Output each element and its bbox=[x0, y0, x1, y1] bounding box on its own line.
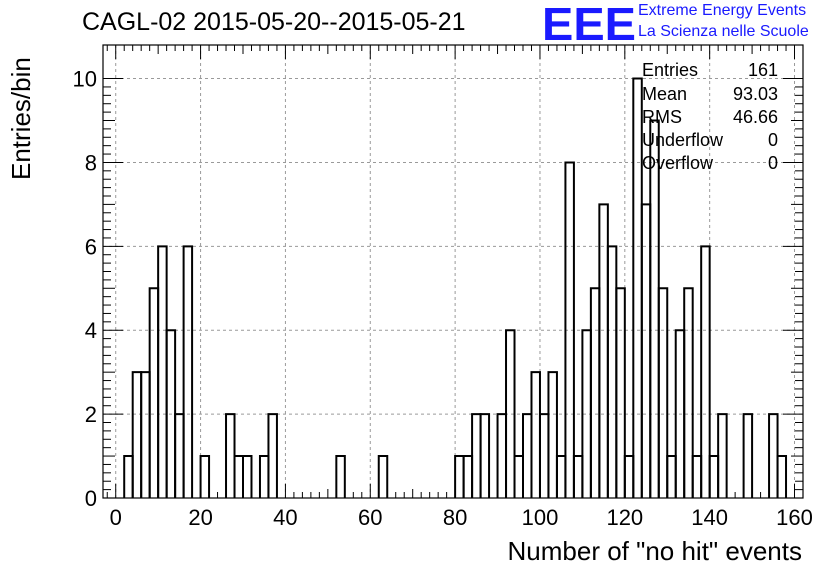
x-axis-label: Number of "no hit" events bbox=[507, 536, 803, 566]
y-tick-label: 10 bbox=[73, 67, 97, 92]
x-tick-label: 80 bbox=[443, 505, 467, 530]
y-tick-label: 8 bbox=[85, 150, 97, 175]
x-tick-label: 60 bbox=[358, 505, 382, 530]
stat-label-overflow: Overflow bbox=[642, 153, 714, 173]
x-tick-label: 120 bbox=[606, 505, 643, 530]
histogram-bin bbox=[589, 287, 601, 498]
stat-label-mean: Mean bbox=[642, 84, 688, 104]
y-tick-label: 0 bbox=[85, 486, 97, 511]
plot-frame bbox=[102, 44, 804, 499]
x-tick-label: 20 bbox=[188, 505, 212, 530]
histogram-bin bbox=[123, 455, 134, 498]
stat-value-mean: 93.03 bbox=[732, 84, 778, 104]
stat-value-underflow: 0 bbox=[767, 130, 778, 150]
histogram-bin bbox=[555, 455, 567, 498]
eee-logo: EEE bbox=[542, 2, 636, 44]
histogram-bin bbox=[530, 371, 541, 498]
histogram-bin bbox=[225, 413, 236, 498]
histogram-bin bbox=[199, 455, 211, 498]
histogram-bin bbox=[242, 455, 253, 498]
x-tick-label: 40 bbox=[273, 505, 297, 530]
logo-line-2: La Scienza nelle Scuole bbox=[638, 23, 809, 40]
histogram-bin bbox=[666, 455, 677, 498]
y-tick-label: 4 bbox=[85, 318, 97, 343]
histogram-bin bbox=[174, 413, 185, 498]
histogram-bin bbox=[776, 455, 788, 498]
histogram-bin bbox=[547, 371, 558, 498]
histogram-bin bbox=[615, 287, 626, 498]
stat-value-rms: 46.66 bbox=[732, 107, 778, 127]
histogram-bin bbox=[742, 413, 754, 498]
histogram-bin bbox=[377, 455, 389, 498]
stat-label-underflow: Underflow bbox=[642, 130, 724, 150]
histogram-bin bbox=[496, 413, 508, 498]
stat-label-entries: Entries bbox=[642, 60, 699, 80]
y-axis-label: Entries/bin bbox=[6, 57, 36, 180]
x-tick-label: 140 bbox=[691, 505, 728, 530]
histogram-bin bbox=[157, 245, 168, 498]
histogram-bin bbox=[454, 455, 465, 498]
histogram-bin bbox=[258, 455, 270, 498]
histogram-bin bbox=[691, 455, 703, 498]
x-tick-label: 0 bbox=[110, 505, 122, 530]
histogram-bin bbox=[606, 245, 618, 498]
histogram-bin bbox=[768, 413, 779, 498]
histogram-bin bbox=[233, 455, 244, 498]
histogram-bin bbox=[267, 413, 278, 498]
histogram-bin bbox=[623, 455, 635, 498]
histogram-bin bbox=[148, 287, 160, 498]
stat-value-entries: 161 bbox=[747, 60, 778, 80]
histogram-bin bbox=[564, 161, 575, 498]
histogram-bin bbox=[700, 245, 711, 498]
y-tick-label: 2 bbox=[85, 402, 97, 427]
histogram-bin bbox=[538, 413, 550, 498]
histogram-bin bbox=[632, 77, 643, 498]
histogram-bin bbox=[471, 413, 482, 498]
histogram-bin bbox=[640, 203, 652, 498]
histogram-bin bbox=[505, 329, 516, 498]
histogram-bin bbox=[479, 413, 491, 498]
histogram-bin bbox=[522, 413, 533, 498]
x-tick-label: 100 bbox=[522, 505, 559, 530]
stat-value-overflow: 0 bbox=[767, 153, 778, 173]
histogram-bin bbox=[335, 455, 346, 498]
histogram-bin bbox=[462, 455, 474, 498]
histogram-bin bbox=[708, 455, 720, 498]
histogram-bin bbox=[131, 371, 143, 498]
x-tick-label: 160 bbox=[776, 505, 813, 530]
histogram-bin bbox=[717, 413, 728, 498]
y-tick-label: 6 bbox=[85, 234, 97, 259]
chart-title: CAGL-02 2015-05-20--2015-05-21 bbox=[82, 8, 466, 36]
logo-line-1: Extreme Energy Events bbox=[638, 2, 807, 19]
logo-letters: EEE bbox=[542, 2, 636, 44]
histogram-bin bbox=[683, 287, 694, 498]
histogram-bin bbox=[513, 455, 524, 498]
histogram-bin bbox=[140, 371, 151, 498]
histogram-bin bbox=[182, 245, 194, 498]
histogram-bin bbox=[649, 119, 660, 498]
histogram-bin bbox=[657, 287, 669, 498]
histogram-bin bbox=[598, 203, 609, 498]
stat-label-rms: RMS bbox=[642, 107, 682, 127]
histogram-bin bbox=[572, 455, 584, 498]
